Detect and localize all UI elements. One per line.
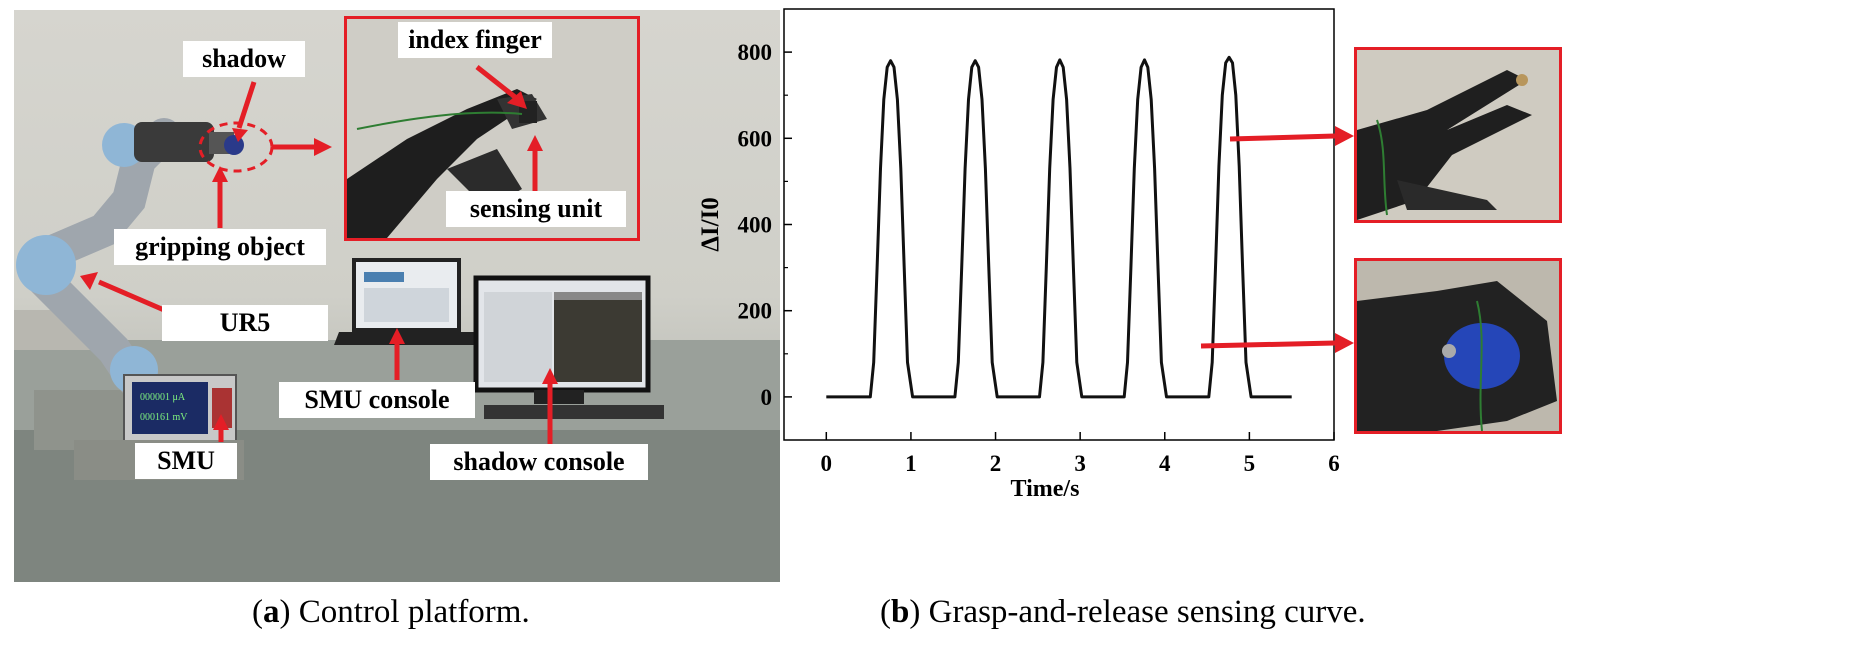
label-shadow: shadow (183, 41, 305, 77)
smu-readout-voltage: 000161 mV (140, 412, 188, 423)
y-tick-label: 800 (738, 40, 773, 65)
y-tick-label: 600 (738, 126, 773, 151)
label-sensing-unit: sensing unit (446, 191, 626, 227)
caption-b-text: Grasp-and-release sensing curve. (928, 594, 1366, 630)
label-ur5: UR5 (162, 305, 328, 341)
caption-b-letter: b (891, 594, 910, 630)
sensing-curve-chart: 0 200 400 600 800 0 1 2 3 4 5 6 Time/s ΔI/I0 (700, 8, 1340, 502)
shadow-console-monitor (473, 275, 664, 419)
y-tick-label: 400 (738, 213, 773, 238)
x-tick-label: 2 (990, 451, 1002, 476)
smu-console-laptop (334, 258, 484, 345)
open-hand-inset (1354, 47, 1562, 223)
x-tick-label: 6 (1328, 451, 1340, 476)
y-axis-label: ΔI/I0 (700, 197, 724, 252)
x-axis-label: Time/s (1011, 476, 1080, 502)
label-gripping-object: gripping object (114, 229, 326, 265)
caption-a: (a) Control platform. (252, 594, 530, 630)
ur5-robot-arm (16, 118, 234, 397)
caption-a-text: Control platform. (298, 594, 530, 630)
open-hand-image (1357, 50, 1559, 220)
photo-illustration: 000001 μA 000161 mV (14, 81, 780, 582)
control-platform-photo: 000001 μA 000161 mV (14, 10, 780, 582)
x-tick-labels: 0 1 2 3 4 5 6 (821, 432, 1340, 476)
x-tick-label: 5 (1244, 451, 1256, 476)
label-smu: SMU (135, 443, 237, 479)
y-tick-labels: 0 200 400 600 800 (738, 40, 792, 410)
caption-b: (b) Grasp-and-release sensing curve. (880, 594, 1366, 630)
y-tick-label: 200 (738, 299, 773, 324)
x-tick-label: 4 (1159, 451, 1171, 476)
label-shadow-console: shadow console (430, 444, 648, 480)
annotation-arrows (80, 81, 558, 447)
x-tick-label: 1 (905, 451, 917, 476)
x-tick-label: 0 (821, 451, 833, 476)
label-smu-console: SMU console (279, 382, 475, 418)
y-tick-label: 0 (761, 385, 773, 410)
label-index-finger: index finger (398, 22, 552, 58)
caption-a-letter: a (263, 594, 280, 630)
smu-readout-current: 000001 μA (140, 392, 186, 403)
chart-to-inset-arrows (1200, 126, 1354, 353)
x-tick-label: 3 (1074, 451, 1086, 476)
grasping-hand-image (1357, 261, 1559, 431)
grasping-hand-inset (1354, 258, 1562, 434)
series-line (826, 55, 1292, 399)
